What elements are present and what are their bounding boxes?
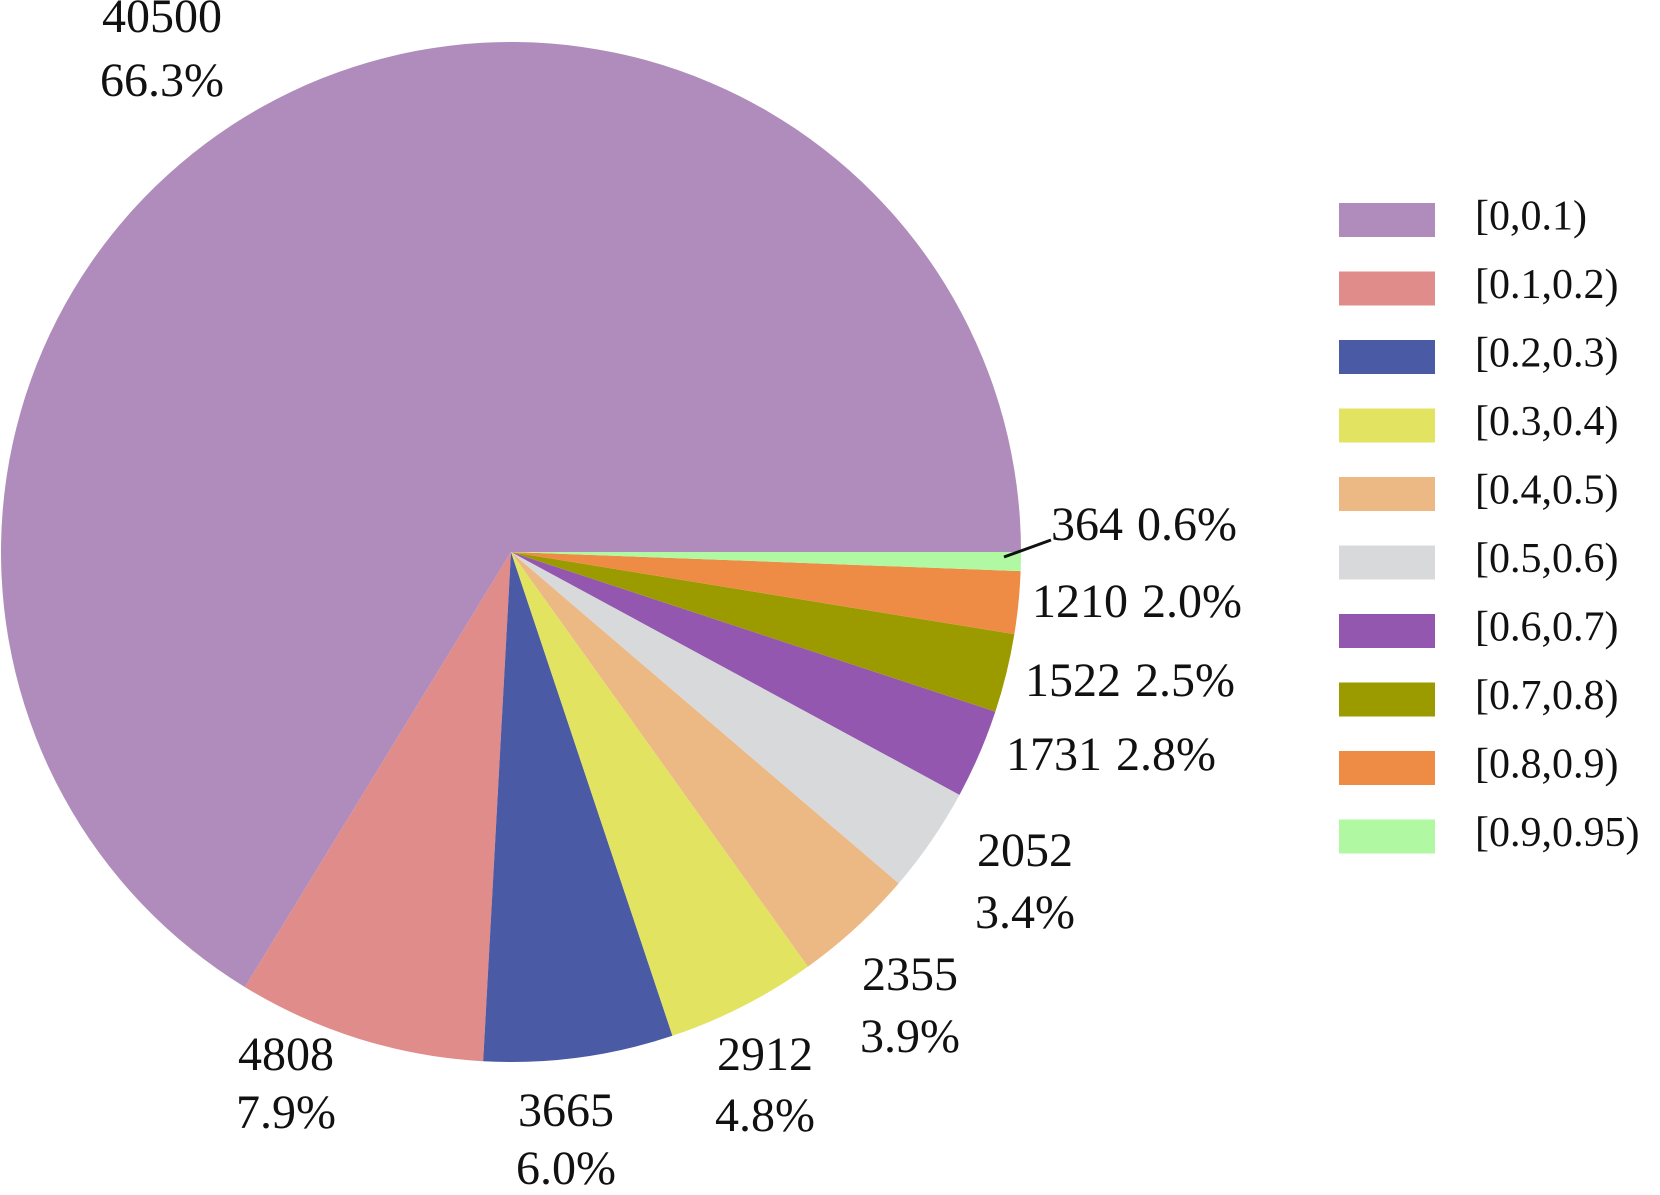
legend-label: [0.2,0.3) <box>1475 331 1618 377</box>
percent-label: 4.8% <box>715 1089 815 1142</box>
pie-slice <box>511 552 808 1036</box>
value-label: 1731 <box>1006 728 1102 781</box>
value-label: 40500 <box>102 0 222 43</box>
legend-swatch <box>1339 340 1435 374</box>
value-label: 2052 <box>977 824 1073 877</box>
percent-label: 2.0% <box>1142 575 1242 628</box>
value-label: 3665 <box>518 1084 614 1137</box>
pie-slice <box>483 552 673 1062</box>
percent-label: 3.9% <box>860 1010 960 1063</box>
legend-swatch <box>1339 751 1435 785</box>
legend-swatch <box>1339 545 1435 580</box>
pie-slice <box>1 42 1022 988</box>
pie-slice <box>511 552 899 967</box>
pie-slice <box>511 552 996 795</box>
legend-swatch <box>1339 477 1435 511</box>
percent-label: 2.5% <box>1135 654 1235 707</box>
percent-label: 2.8% <box>1116 728 1216 781</box>
value-label: 2912 <box>717 1028 813 1081</box>
legend-swatch <box>1339 614 1435 648</box>
value-label: 364 <box>1051 498 1123 551</box>
value-label: 4808 <box>238 1028 334 1081</box>
leader-line <box>1003 538 1052 559</box>
legend-label: [0.1,0.2) <box>1475 262 1618 308</box>
value-label: 2355 <box>862 948 958 1001</box>
pie-slice <box>511 552 1021 572</box>
pie-slice <box>511 552 1015 712</box>
percent-label: 7.9% <box>236 1086 336 1139</box>
legend-label: [0.4,0.5) <box>1475 468 1618 514</box>
pie-slice <box>511 552 960 884</box>
pie-slice <box>511 552 1021 635</box>
legend-label: [0.8,0.9) <box>1475 742 1618 788</box>
legend-label: [0,0.1) <box>1475 194 1587 240</box>
percent-label: 66.3% <box>100 54 224 107</box>
legend-label: [0.3,0.4) <box>1475 399 1618 445</box>
percent-label: 3.4% <box>975 886 1075 939</box>
percent-label: 6.0% <box>516 1142 616 1195</box>
legend-label: [0.7,0.8) <box>1475 673 1618 719</box>
legend-label: [0.9,0.95) <box>1475 810 1639 856</box>
legend-swatch <box>1339 819 1435 854</box>
percent-label: 0.6% <box>1137 498 1237 551</box>
legend-swatch <box>1339 682 1435 717</box>
legend-swatch <box>1339 408 1435 443</box>
legend-swatch <box>1339 203 1435 237</box>
legend-label: [0.6,0.7) <box>1475 605 1618 651</box>
value-label: 1210 <box>1032 575 1128 628</box>
value-label: 1522 <box>1025 654 1121 707</box>
pie-slice <box>244 552 511 1062</box>
legend-swatch <box>1339 271 1435 306</box>
legend-label: [0.5,0.6) <box>1475 536 1618 582</box>
